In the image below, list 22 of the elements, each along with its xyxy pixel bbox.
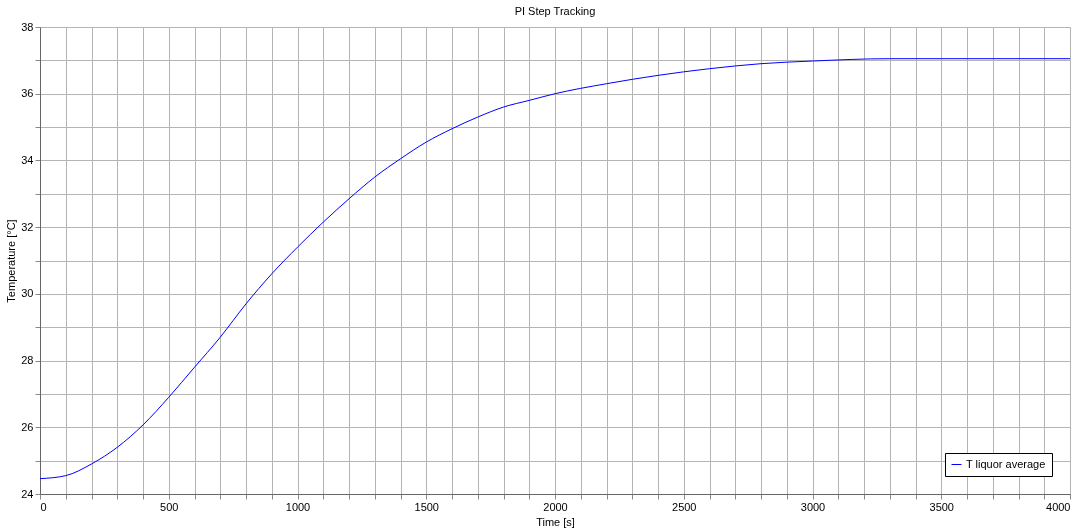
x-tick-label: 1000 [285,500,311,513]
x-tick-label: 0 [40,500,47,513]
x-tick-label: 3000 [800,500,826,513]
y-tick-label: 32 [21,220,34,233]
legend-label: T liquor average [966,457,1046,470]
y-tick-label: 38 [21,20,34,33]
y-axis-title: Temperature [°C] [5,219,18,303]
x-tick-label: 2000 [543,500,568,513]
x-axis-title: Time [s] [536,515,575,528]
line-series [40,58,1070,480]
y-tick-label: 36 [21,87,34,100]
x-tick-label: 2500 [672,500,697,513]
x-tick-label: 4000 [1046,500,1071,513]
chart-title: PI Step Tracking [514,5,596,17]
x-tick-label: 1500 [414,500,439,513]
y-tick-label: 24 [21,487,34,500]
y-tick-label: 26 [21,420,34,433]
y-tick-label: 34 [21,153,34,166]
y-tick-label: 28 [21,354,34,367]
x-tick-label: 3500 [929,500,954,513]
x-tick-label: 500 [160,500,179,513]
y-tick-label: 30 [21,287,34,300]
